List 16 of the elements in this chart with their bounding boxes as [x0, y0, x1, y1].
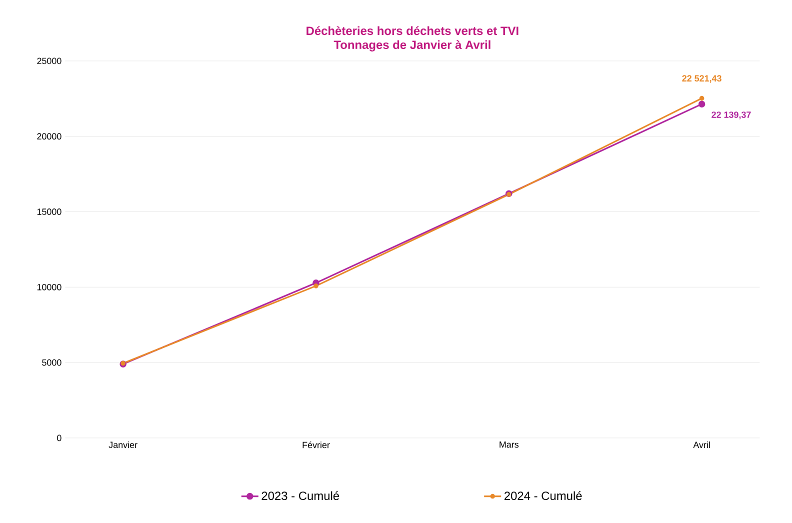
x-tick-label: Février: [302, 441, 330, 448]
chart-title: Déchèteries hors déchets verts et TVI: [306, 26, 518, 36]
y-tick-label: 20000: [37, 133, 62, 140]
x-tick-label: Janvier: [108, 441, 138, 448]
y-tick-label: 15000: [37, 208, 62, 215]
data-label: 22 521,43: [682, 75, 722, 83]
chart-subtitle: Tonnages de Janvier à Avril: [334, 40, 490, 52]
y-tick-label: 5000: [42, 359, 62, 366]
y-tick-label: 0: [57, 434, 62, 442]
x-tick-label: Avril: [693, 441, 710, 448]
legend-label: 2024 - Cumulé: [504, 491, 582, 500]
x-tick-label: Mars: [500, 441, 519, 448]
data-label: 22 139,37: [712, 112, 751, 120]
legend-label: 2023 - Cumulé: [262, 491, 340, 500]
y-tick-label: 10000: [37, 284, 62, 290]
y-tick-label: 25000: [37, 58, 62, 64]
